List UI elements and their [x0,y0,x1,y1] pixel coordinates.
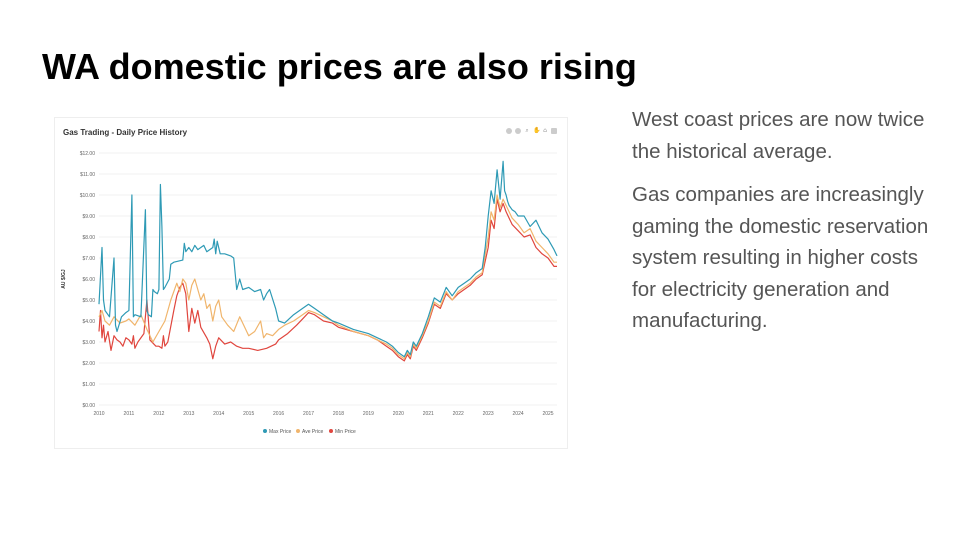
x-tick-label: 2011 [124,411,135,417]
slide-title: WA domestic prices are also rising [42,46,637,87]
y-tick-label: $3.00 [82,340,95,346]
x-tick-label: 2019 [363,411,374,417]
x-tick-label: 2012 [153,411,164,417]
legend-marker-max-price [263,429,267,433]
y-tick-label: $11.00 [80,172,95,178]
series-line-min-price [98,198,557,362]
chart-plot-area: $0.00 $1.00 $2.00 $3.00 $4.00 $5.00 $6.00 $7.00… [61,151,558,435]
legend-label-max-price: Max Price [269,429,291,435]
legend-label-min-price: Min Price [335,429,356,435]
y-tick-label: $8.00 [82,235,95,241]
x-tick-label: 2013 [183,411,194,417]
y-tick-label: $10.00 [80,193,96,199]
x-tick-label: 2015 [243,411,254,417]
series-line-ave-price [98,194,557,360]
menu-icon[interactable] [551,128,557,134]
y-axis-label: AU $/GJ [61,269,67,289]
x-tick-label: 2018 [333,411,344,417]
x-tick-label: 2024 [513,411,524,417]
y-tick-label: $4.00 [82,319,95,325]
x-tick-label: 2025 [542,411,553,417]
y-tick-label: $0.00 [82,403,95,409]
legend-marker-ave-price [296,429,300,433]
y-tick-label: $12.00 [80,151,96,157]
y-tick-label: $6.00 [82,277,95,283]
home-icon[interactable]: ⌂ [543,127,547,134]
zoom-out-icon[interactable] [515,128,521,134]
series-line-max-price [98,160,558,358]
x-tick-label: 2016 [273,411,284,417]
y-tick-label: $2.00 [82,361,95,367]
y-tick-label: $5.00 [82,298,95,304]
x-tick-label: 2010 [93,411,104,417]
pan-icon[interactable]: ✋ [533,127,541,134]
x-tick-label: 2022 [453,411,464,417]
x-tick-label: 2021 [423,411,434,417]
body-text: West coast prices are now twice the hist… [632,104,932,349]
x-tick-label: 2023 [483,411,494,417]
legend-marker-min-price [329,429,333,433]
y-tick-label: $9.00 [82,214,95,220]
x-tick-label: 2020 [393,411,404,417]
paragraph-1: West coast prices are now twice the hist… [632,108,925,163]
y-tick-label: $7.00 [82,256,95,262]
price-history-chart: $0.00 $1.00 $2.00 $3.00 $4.00 $5.00 $6.00 $7.00… [54,117,568,449]
x-tick-label: 2017 [303,411,314,417]
legend-label-ave-price: Ave Price [302,429,324,435]
magnify-icon[interactable]: ⌕ [525,127,529,134]
x-tick-label: 2014 [213,411,224,417]
paragraph-2: Gas companies are increasingly gaming th… [632,183,929,332]
y-tick-label: $1.00 [82,382,95,388]
zoom-in-icon[interactable] [506,128,512,134]
chart-title: Gas Trading - Daily Price History [63,128,188,137]
chart-toolbar: ⌕ ✋ ⌂ [506,128,557,134]
